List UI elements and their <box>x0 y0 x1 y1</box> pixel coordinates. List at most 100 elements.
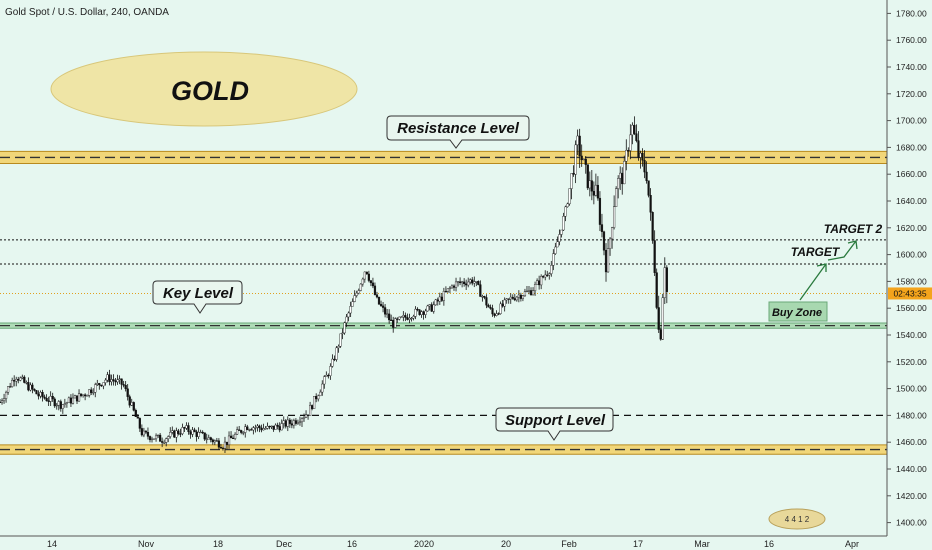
candle-body <box>566 203 569 208</box>
y-tick-label: 1420.00 <box>896 491 927 501</box>
candle-body <box>471 279 474 284</box>
candle-body <box>35 390 38 395</box>
price-tag-label: 02:43:35 <box>893 288 926 298</box>
candle-body <box>114 380 117 383</box>
candle-body <box>315 396 318 400</box>
candle-body <box>584 158 587 165</box>
candle-body <box>37 393 40 397</box>
candle-body <box>469 279 472 283</box>
candle-body <box>154 435 158 440</box>
candle-body <box>146 432 150 437</box>
candle-body <box>548 273 551 276</box>
candle-body <box>386 313 389 315</box>
candle-body <box>246 426 249 430</box>
candle-body <box>81 394 85 396</box>
candle-body <box>475 281 478 283</box>
y-tick-label: 1400.00 <box>896 518 927 528</box>
candle-body <box>159 434 162 442</box>
candle-body <box>231 437 235 439</box>
candle-body <box>499 303 502 314</box>
candle-body <box>568 188 571 205</box>
candle-body <box>661 297 664 340</box>
candle-body <box>7 386 10 393</box>
candle-body <box>79 393 83 396</box>
candle-body <box>106 374 109 381</box>
candle-body <box>617 178 620 189</box>
candle-body <box>623 161 626 185</box>
candle-body <box>465 283 468 286</box>
candle-body <box>19 377 22 381</box>
candle-body <box>311 405 314 409</box>
candle-body <box>53 398 56 407</box>
candle-body <box>319 391 322 397</box>
candle-body <box>156 434 160 437</box>
candle-body <box>41 392 44 398</box>
watermark-text: 4 4 1 2 <box>785 515 810 524</box>
candle-body <box>254 427 257 429</box>
x-tick-label: 17 <box>633 539 643 549</box>
candle-body <box>592 190 595 196</box>
candle-body <box>39 392 42 397</box>
candle-body <box>173 430 176 438</box>
candle-body <box>562 216 565 231</box>
candle-body <box>582 158 585 161</box>
candle-body <box>440 296 443 301</box>
candle-body <box>260 427 263 431</box>
candle-body <box>383 307 387 315</box>
candle-body <box>554 246 557 254</box>
candle-body <box>473 281 476 284</box>
candle-body <box>412 316 415 319</box>
candle-body <box>223 441 227 449</box>
candle-body <box>501 303 504 307</box>
candle-body <box>600 224 604 232</box>
x-tick-label: Dec <box>276 539 293 549</box>
candle-body <box>521 295 525 299</box>
candle-body <box>116 379 119 383</box>
candle-body <box>335 347 338 360</box>
candle-body <box>171 430 174 433</box>
y-tick-label: 1620.00 <box>896 223 927 233</box>
candle-body <box>136 416 139 419</box>
candle-body <box>463 281 466 285</box>
candle-body <box>349 306 352 314</box>
candle-body <box>108 374 111 383</box>
candle-body <box>371 282 375 287</box>
candle-body <box>189 431 192 435</box>
candle-body <box>296 422 300 424</box>
target2-label: TARGET 2 <box>824 222 883 236</box>
candle-body <box>132 402 135 411</box>
candle-body <box>657 307 660 330</box>
candle-body <box>282 420 285 424</box>
candle-body <box>13 380 16 382</box>
candle-body <box>33 388 36 391</box>
candle-body <box>227 435 231 445</box>
candle-body <box>418 309 421 315</box>
y-tick-label: 1720.00 <box>896 89 927 99</box>
candle-body <box>341 332 344 335</box>
y-axis: 1400.00 1420.00 1440.00 1460.00 1480.00 1500.… <box>887 8 927 528</box>
target2-arrow-head <box>847 240 858 250</box>
candle-body <box>586 164 589 189</box>
candle-body <box>621 172 624 185</box>
candle-body <box>71 397 75 404</box>
candle-body <box>4 391 8 399</box>
candle-body <box>637 140 640 158</box>
candle-body <box>536 280 539 285</box>
title-ellipse <box>50 51 358 127</box>
candle-body <box>134 410 137 417</box>
candle-body <box>112 379 115 381</box>
candle-body <box>169 432 172 437</box>
candle-body <box>454 281 458 288</box>
y-tick-label: 1560.00 <box>896 303 927 313</box>
candle-body <box>477 281 480 285</box>
y-tick-label: 1760.00 <box>896 35 927 45</box>
candle-body <box>444 291 447 293</box>
candle-body <box>639 152 642 158</box>
candle-body <box>396 318 399 320</box>
candle-body <box>610 227 614 240</box>
candle-body <box>550 265 553 274</box>
candle-body <box>531 290 535 296</box>
candle-body <box>278 426 281 431</box>
candle-body <box>29 384 32 391</box>
